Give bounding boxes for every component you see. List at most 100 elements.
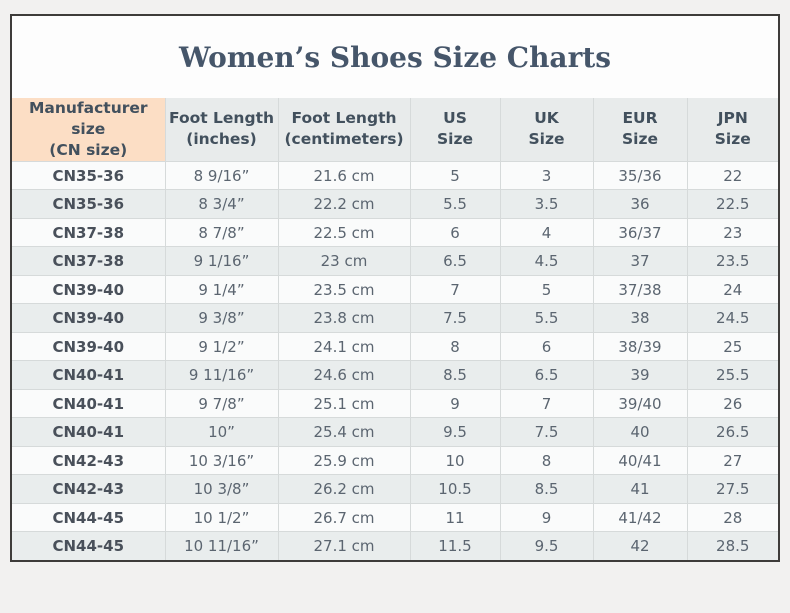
table-cell: 21.6 cm [277,160,411,191]
table-cell: 6.5 [499,360,594,390]
table-cell: 6 [499,331,594,362]
table-cell: 26.5 [686,417,778,447]
table-row: CN40-41 9 7/8” 25.1 cm 9 7 39/40 26 [12,388,778,419]
cell-cn-size: CN44-45 [12,531,166,560]
table-cell: 3 [499,160,594,191]
table-cell: 38 [592,303,688,333]
table-cell: 26 [686,388,778,419]
table-cell: 8 [499,445,594,476]
table-row: CN42-43 10 3/8” 26.2 cm 10.5 8.5 41 27.5 [12,474,778,504]
table-cell: 10 [409,445,501,476]
table-cell: 23 cm [277,246,411,276]
cell-cn-size: CN39-40 [12,303,166,333]
table-row: CN39-40 9 1/2” 24.1 cm 8 6 38/39 25 [12,331,778,362]
cell-cn-size: CN37-38 [12,217,166,248]
table-row: CN35-36 8 3/4” 22.2 cm 5.5 3.5 36 22.5 [12,189,778,219]
cell-cn-size: CN42-43 [12,445,166,476]
column-header-7: JPN Size [686,98,778,162]
table-cell: 10 11/16” [164,531,279,560]
table-cell: 25.5 [686,360,778,390]
cell-cn-size: CN40-41 [12,360,166,390]
table-cell: 37 [592,246,688,276]
table-cell: 42 [592,531,688,560]
table-row: CN37-38 8 7/8” 22.5 cm 6 4 36/37 23 [12,217,778,248]
column-header-4: US Size [409,98,501,162]
table-row: CN42-43 10 3/16” 25.9 cm 10 8 40/41 27 [12,445,778,476]
table-cell: 41 [592,474,688,504]
table-cell: 37/38 [592,274,688,305]
table-cell: 22.5 cm [277,217,411,248]
cell-cn-size: CN40-41 [12,417,166,447]
table-cell: 24.5 [686,303,778,333]
table-cell: 24.1 cm [277,331,411,362]
table-cell: 10 3/16” [164,445,279,476]
title-area: Women’s Shoes Size Charts [12,16,778,98]
table-cell: 10.5 [409,474,501,504]
cell-cn-size: CN39-40 [12,331,166,362]
table-cell: 8 9/16” [164,160,279,191]
size-chart-card: Women’s Shoes Size Charts Manufacturer s… [10,14,780,562]
cell-cn-size: CN35-36 [12,160,166,191]
table-cell: 9.5 [409,417,501,447]
column-header-5: UK Size [499,98,594,162]
table-cell: 26.7 cm [277,502,411,533]
column-header-2: Foot Length (inches) [164,98,279,162]
table-cell: 39 [592,360,688,390]
table-cell: 24 [686,274,778,305]
table-cell: 25.9 cm [277,445,411,476]
table-cell: 9 3/8” [164,303,279,333]
table-cell: 22 [686,160,778,191]
table-cell: 9 1/2” [164,331,279,362]
cell-cn-size: CN42-43 [12,474,166,504]
table-row: CN37-38 9 1/16” 23 cm 6.5 4.5 37 23.5 [12,246,778,276]
column-header-1: Manufacturer size (CN size) [12,98,166,162]
table-cell: 38/39 [592,331,688,362]
table-cell: 28.5 [686,531,778,560]
table-row: CN44-45 10 1/2” 26.7 cm 11 9 41/42 28 [12,502,778,533]
table-cell: 10 1/2” [164,502,279,533]
table-cell: 27.5 [686,474,778,504]
table-cell: 22.5 [686,189,778,219]
table-cell: 9 [499,502,594,533]
table-cell: 8.5 [499,474,594,504]
table-cell: 9 1/16” [164,246,279,276]
table-cell: 23.5 cm [277,274,411,305]
table-cell: 9 [409,388,501,419]
table-cell: 6 [409,217,501,248]
table-cell: 8 3/4” [164,189,279,219]
cell-cn-size: CN35-36 [12,189,166,219]
table-cell: 25.1 cm [277,388,411,419]
table-cell: 6.5 [409,246,501,276]
table-cell: 7 [499,388,594,419]
table-cell: 36/37 [592,217,688,248]
table-cell: 9 11/16” [164,360,279,390]
table-row: CN40-41 9 11/16” 24.6 cm 8.5 6.5 39 25.5 [12,360,778,390]
table-row: CN39-40 9 1/4” 23.5 cm 7 5 37/38 24 [12,274,778,305]
table-row: CN44-45 10 11/16” 27.1 cm 11.5 9.5 42 28.5 [12,531,778,560]
page-title: Women’s Shoes Size Charts [178,40,612,74]
table-cell: 11.5 [409,531,501,560]
table-cell: 41/42 [592,502,688,533]
table-row: CN35-36 8 9/16” 21.6 cm 5 3 35/36 22 [12,160,778,191]
size-table: Manufacturer size (CN size) Foot Length (… [12,98,778,560]
table-header: Manufacturer size (CN size) Foot Length (… [12,98,778,162]
cell-cn-size: CN37-38 [12,246,166,276]
table-cell: 11 [409,502,501,533]
table-cell: 40 [592,417,688,447]
table-cell: 25 [686,331,778,362]
table-cell: 7 [409,274,501,305]
table-row: CN40-41 10” 25.4 cm 9.5 7.5 40 26.5 [12,417,778,447]
table-cell: 9.5 [499,531,594,560]
cell-cn-size: CN39-40 [12,274,166,305]
table-cell: 8 7/8” [164,217,279,248]
table-body: CN35-36 8 9/16” 21.6 cm 5 3 35/36 22 CN35-36 8 3… [12,160,778,560]
table-cell: 5 [499,274,594,305]
cell-cn-size: CN40-41 [12,388,166,419]
table-cell: 3.5 [499,189,594,219]
table-cell: 40/41 [592,445,688,476]
table-cell: 39/40 [592,388,688,419]
table-cell: 26.2 cm [277,474,411,504]
column-header-3: Foot Length (centimeters) [277,98,411,162]
table-cell: 5.5 [499,303,594,333]
cell-cn-size: CN44-45 [12,502,166,533]
